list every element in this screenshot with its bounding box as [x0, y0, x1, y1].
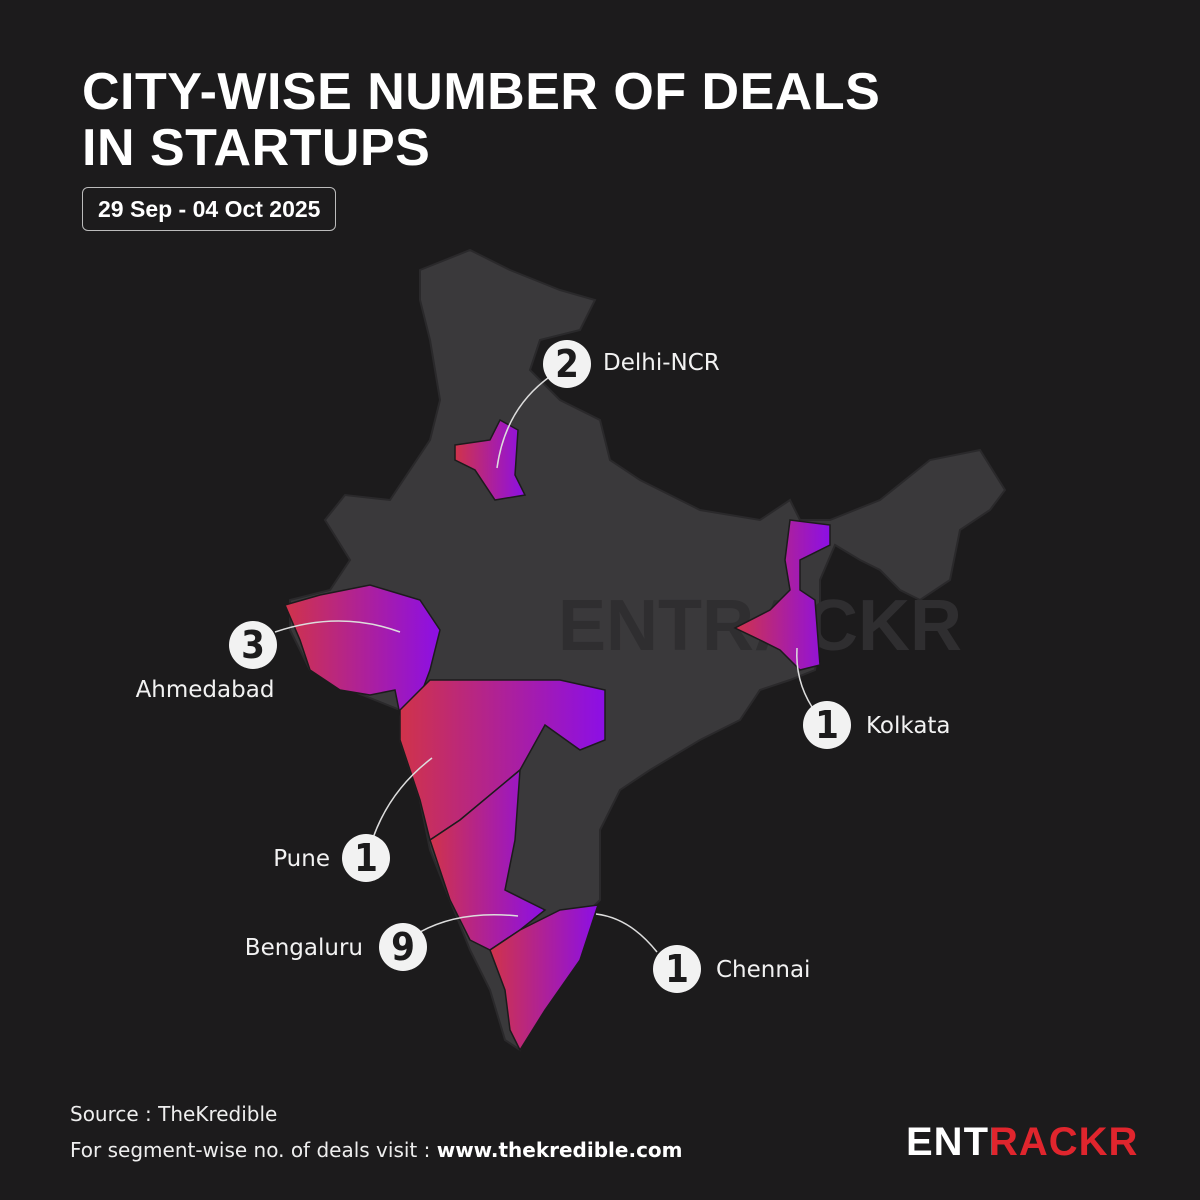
leader-lines	[274, 377, 813, 953]
count-badge	[379, 923, 427, 971]
deal-count: 3	[241, 623, 265, 667]
highlighted-states	[283, 418, 831, 1052]
city-name: Pune	[273, 846, 330, 872]
source: Source : TheKredible	[70, 1102, 278, 1126]
city-name: Kolkata	[866, 713, 951, 739]
deal-count: 1	[665, 947, 689, 991]
leader-line	[796, 647, 813, 708]
west-bengal	[733, 519, 831, 671]
deal-count: 1	[354, 836, 378, 880]
karnataka	[429, 768, 547, 951]
date-range: 29 Sep - 04 Oct 2025	[82, 187, 337, 231]
city-markers: 2 Delhi-NCR 3 Ahmedabad 1 Kolkata 1 Pune 9 Bengal…	[136, 340, 951, 993]
city-name: Chennai	[716, 957, 810, 983]
count-badge	[653, 945, 701, 993]
title: CITY-WISE NUMBER OF DEALS IN STARTUPS	[82, 63, 881, 177]
city-name: Bengaluru	[245, 935, 363, 961]
link[interactable]: www.thekredible.com	[436, 1138, 683, 1162]
leader-line	[595, 913, 658, 953]
leader-line	[496, 377, 549, 469]
count-badge	[803, 701, 851, 749]
logo-text: ENTRACKR	[906, 1120, 1139, 1164]
deal-count: 1	[815, 703, 839, 747]
city-name: Ahmedabad	[136, 677, 275, 703]
leader-line	[419, 913, 519, 933]
leader-line	[274, 620, 401, 633]
deal-count: 9	[391, 925, 415, 969]
count-badge	[543, 340, 591, 388]
count-badge	[229, 621, 277, 669]
delhi-haryana	[454, 418, 527, 501]
logo: ENTRACKR	[906, 1120, 1138, 1165]
count-badge	[342, 834, 390, 882]
footer-note: For segment-wise no. of deals visit : ww…	[70, 1138, 683, 1162]
leader-line	[372, 757, 433, 839]
map: ENTRACKR 2Delhi-NCR3Ahmedabad1Kolkata1Pu…	[136, 248, 1007, 1052]
deal-count: 2	[555, 342, 579, 386]
note: For segment-wise no. of deals visit :	[70, 1138, 431, 1162]
maharashtra	[399, 679, 606, 842]
city-name: Delhi-NCR	[603, 350, 720, 376]
tamil-nadu	[489, 904, 600, 1052]
